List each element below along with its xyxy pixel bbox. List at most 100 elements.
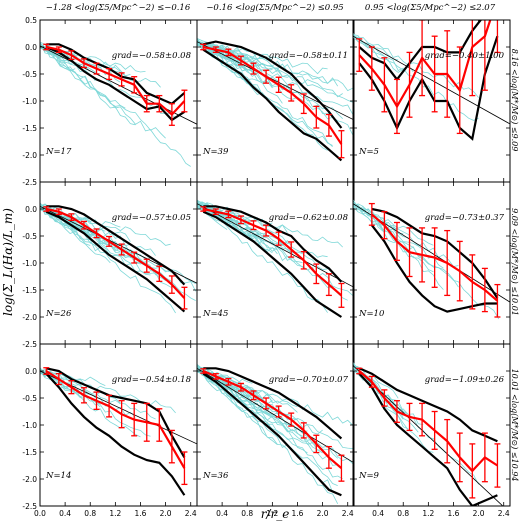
profile-line: [353, 36, 479, 121]
percentile-16-line: [202, 372, 342, 497]
y-tick-label: 0.0: [25, 43, 37, 52]
panel-plot-4: [40, 202, 197, 314]
n-annotation: N=17: [45, 147, 72, 157]
median-line: [45, 370, 186, 469]
median-line: [46, 207, 186, 299]
panel-plot-7: [40, 367, 197, 496]
gradient-annotation: grad=−0.73±0.37: [425, 213, 505, 223]
profile-line: [197, 42, 283, 104]
n-annotation: N=14: [45, 471, 71, 481]
y-tick-label: -1.0: [22, 259, 37, 268]
percentile-84-line: [358, 367, 498, 443]
y-tick-label: -2.0: [22, 151, 37, 160]
profile-line: [40, 206, 176, 286]
median-line: [46, 45, 186, 117]
profile-line: [353, 36, 404, 73]
x-tick-label: 1.6: [448, 509, 460, 518]
n-annotation: N=36: [202, 471, 229, 481]
profile-line: [197, 41, 353, 92]
n-annotation: N=10: [358, 309, 385, 319]
y-tick-label: -0.5: [22, 394, 37, 403]
panel-plot-9: [353, 361, 504, 506]
profile-line: [197, 199, 228, 230]
percentile-16-line: [358, 372, 498, 506]
y-tick-label: -2.5: [22, 178, 37, 187]
x-axis-label: r/r_e: [261, 507, 290, 521]
profile-line: [197, 38, 339, 87]
x-tick-label: 0.4: [372, 509, 384, 518]
profile-line: [197, 364, 339, 504]
profile-line: [353, 34, 479, 98]
profile-line: [197, 39, 343, 98]
row-title-2: 9.09 <log(M*/M⊙) ≤10.01: [510, 208, 519, 316]
y-tick-label: -1.5: [22, 448, 37, 457]
percentile-16-line: [202, 48, 343, 162]
gradient-annotation: grad=−0.62±0.08: [269, 213, 349, 223]
profile-line: [197, 203, 328, 313]
gradient-annotation: grad=−0.40±1.00: [425, 51, 505, 61]
gradient-annotation: grad=−0.54±0.18: [112, 375, 192, 385]
profile-line: [353, 203, 459, 267]
percentile-84-line: [203, 205, 343, 283]
n-annotation: N=9: [358, 471, 380, 481]
profile-line: [353, 206, 459, 288]
x-tick-label: 2.4: [185, 509, 197, 518]
x-tick-label: 0.8: [241, 509, 253, 518]
y-tick-label: 0.5: [25, 16, 37, 25]
y-tick-label: -2.5: [22, 340, 37, 349]
x-tick-label: 0.4: [59, 509, 71, 518]
y-tick-label: 0.0: [25, 205, 37, 214]
x-tick-label: 2.0: [473, 509, 485, 518]
y-tick-label: -2.5: [22, 502, 37, 511]
y-tick-label: -1.5: [22, 124, 37, 133]
panel-frame-6: [352, 181, 511, 345]
x-tick-label: 2.0: [317, 509, 329, 518]
row-title-1: 8.16 <log(M*/M⊙) ≤9.09: [510, 49, 519, 152]
profile-line: [40, 45, 166, 139]
x-tick-label: 1.6: [292, 509, 304, 518]
percentile-16-line: [45, 210, 186, 313]
panel-plot-8: [197, 363, 354, 504]
y-tick-label: -1.0: [22, 97, 37, 106]
percentile-84-line: [358, 20, 483, 82]
panel-plot-1: [40, 41, 197, 167]
x-tick-label: 2.0: [160, 509, 172, 518]
y-tick-label: -2.0: [22, 313, 37, 322]
panel-plot-3: [353, 20, 510, 141]
percentile-16-line: [370, 224, 498, 313]
percentile-84-line: [203, 40, 343, 129]
profile-line: [40, 204, 176, 314]
n-annotation: N=26: [45, 309, 72, 319]
x-tick-label: 2.4: [342, 509, 354, 518]
y-tick-label: -2.0: [22, 475, 37, 484]
column-title-2: −0.16 <log(Σ5/Mpc^−2) ≤0.95: [206, 2, 343, 13]
profile-line: [197, 366, 248, 391]
n-annotation: N=45: [202, 309, 228, 319]
profile-line: [353, 199, 444, 269]
profile-line: [40, 370, 141, 438]
n-annotation: N=39: [202, 147, 229, 157]
median-line: [358, 370, 498, 473]
y-tick-label: -1.5: [22, 286, 37, 295]
gradient-annotation: grad=−0.58±0.11: [269, 51, 348, 61]
panel-plot-5: [197, 199, 354, 318]
fit-line: [197, 41, 354, 121]
percentile-16-line: [45, 372, 186, 496]
x-tick-label: 0.4: [216, 509, 228, 518]
y-tick-label: -1.0: [22, 421, 37, 430]
profile-line: [197, 363, 343, 480]
percentile-84-line: [46, 367, 186, 458]
column-title-3: 0.95 <log(Σ5/Mpc^−2) ≤2.07: [365, 2, 496, 13]
column-title-1: −1.28 <log(Σ5/Mpc^−2) ≤−0.16: [46, 2, 191, 13]
gradient-annotation: grad=−1.09±0.26: [425, 375, 505, 385]
percentile-84-line: [46, 43, 186, 105]
x-tick-label: 0.8: [397, 509, 409, 518]
panel-frame-7: [39, 343, 198, 507]
median-line: [203, 207, 343, 297]
profile-line: [40, 203, 121, 228]
x-tick-label: 0.0: [34, 509, 46, 518]
y-tick-label: -0.5: [22, 232, 37, 241]
median-line: [203, 45, 343, 145]
y-tick-label: 0.0: [25, 367, 37, 376]
